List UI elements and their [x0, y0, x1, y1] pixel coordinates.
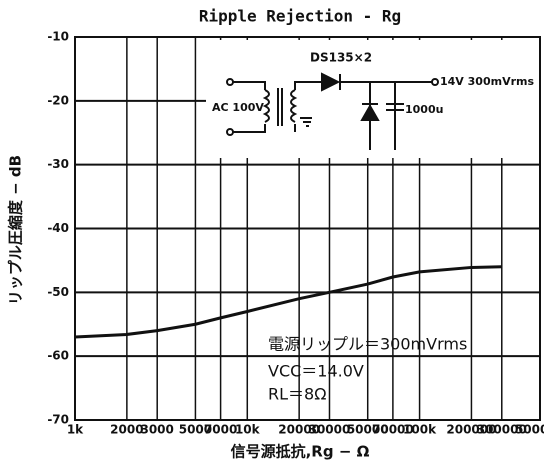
y-tick-label: -60 [47, 349, 69, 363]
y-tick-label: -40 [47, 221, 69, 235]
y-tick-label: -30 [47, 157, 69, 171]
diode [321, 72, 341, 92]
inset-label: AC 100V [212, 101, 264, 114]
x-axis-label: 信号源抵抗,Rg − Ω [231, 443, 370, 461]
x-tick-label: 1k [67, 423, 84, 437]
x-tick-label: 300000 [477, 423, 527, 437]
x-tick-label: 100k [403, 423, 437, 437]
y-tick-label: -50 [47, 285, 69, 299]
x-tick-label: 500000 [515, 423, 544, 437]
terminal [431, 78, 439, 86]
line [74, 265, 502, 339]
inset-bg [206, 40, 540, 158]
x-tick-label: 70000 [372, 423, 414, 437]
x-tick-label: 30000 [309, 423, 351, 437]
annotation: VCC＝14.0V [268, 362, 364, 381]
y-tick-label: -10 [47, 30, 69, 44]
x-tick-label: 200000 [446, 423, 496, 437]
x-tick-label: 7000 [204, 423, 237, 437]
y-axis-label: リップル圧縮度 − dB [7, 155, 25, 305]
circuit [226, 78, 432, 150]
diode [360, 103, 380, 121]
x-tick-label: 10k [235, 423, 261, 437]
inset: DS135×2 AC 100V 14V 300mVrms 1000u [206, 40, 540, 158]
plot-frame [74, 36, 541, 421]
y-tick-label: -70 [47, 413, 69, 427]
annotation: RL＝8Ω [268, 385, 326, 404]
x-tick-label: 3000 [140, 423, 173, 437]
y-tick-label: -20 [47, 93, 69, 107]
chart-title: Ripple Rejection - Rg [199, 7, 401, 26]
x-tick-label: 50000 [347, 423, 389, 437]
x-tick-label: 2000 [110, 423, 143, 437]
annotation: 電源リップル＝300mVrms [268, 335, 467, 354]
inset-label: 14V 300mVrms [440, 75, 534, 88]
inset-label: 1000u [405, 103, 443, 116]
x-tick-label: 20000 [278, 423, 320, 437]
inset-label: DS135×2 [310, 51, 372, 65]
x-tick-label: 5000 [179, 423, 212, 437]
